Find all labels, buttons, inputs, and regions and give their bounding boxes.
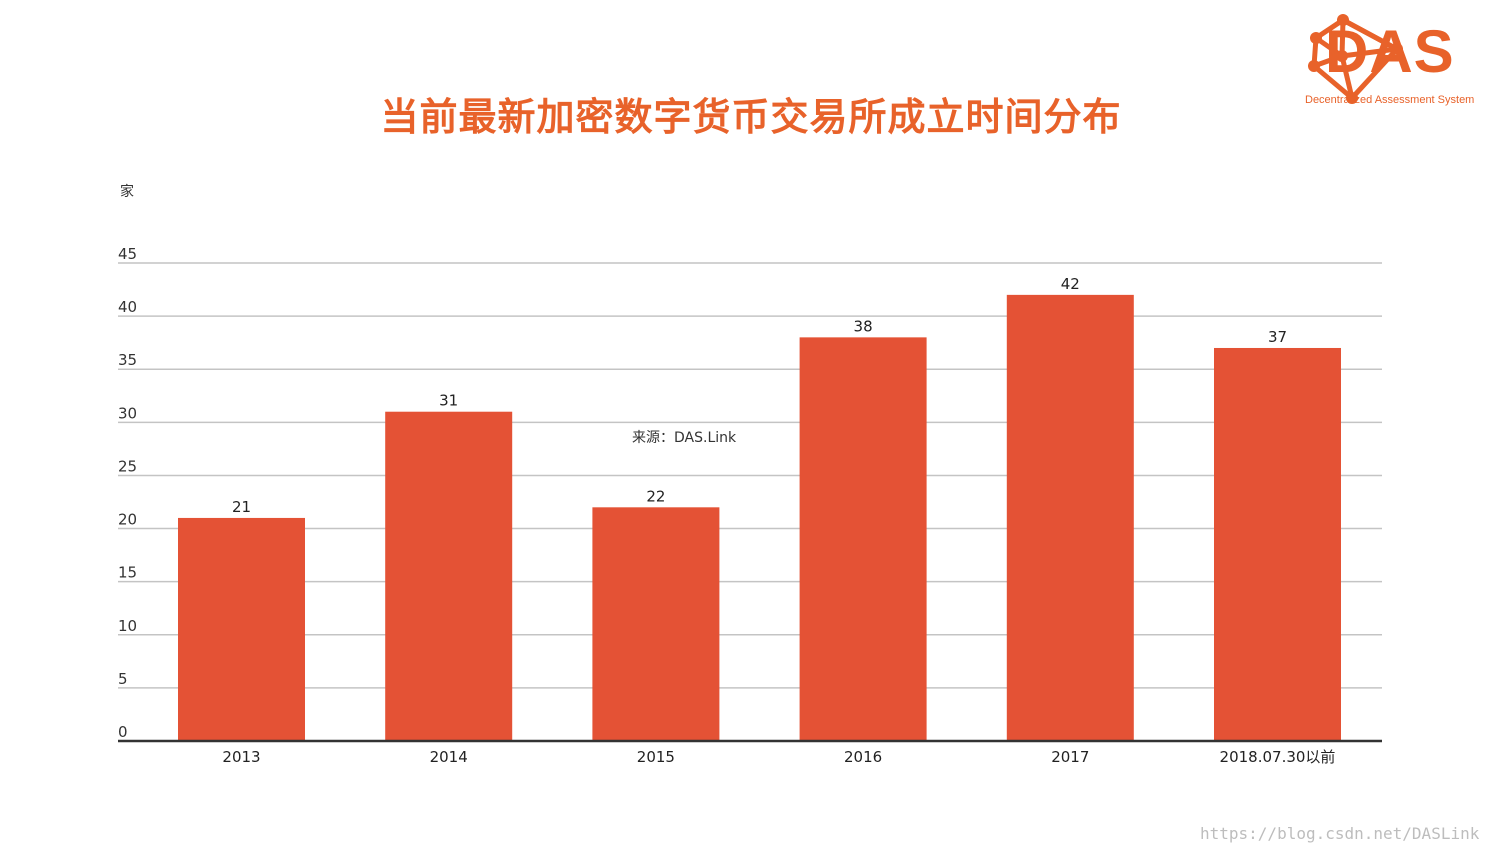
y-tick-label: 40 (118, 298, 137, 316)
watermark: https://blog.csdn.net/DASLink (1200, 824, 1480, 843)
data-label: 22 (646, 487, 665, 505)
bar (385, 411, 513, 741)
data-label: 42 (1061, 275, 1080, 293)
y-tick-label: 0 (118, 723, 128, 741)
bar (799, 337, 927, 741)
logo-subtitle: Decentralized Assessment System (1305, 94, 1475, 106)
y-tick-label: 45 (118, 245, 137, 263)
x-tick-label: 2018.07.30以前 (1220, 748, 1336, 766)
chart-title: 当前最新加密数字货币交易所成立时间分布 (380, 95, 1122, 139)
y-axis-unit-label: 家 (120, 184, 134, 200)
data-label: 21 (232, 498, 251, 516)
bar (1214, 347, 1341, 741)
bar (1006, 294, 1134, 741)
data-label: 37 (1268, 328, 1287, 346)
y-tick-label: 25 (118, 457, 137, 475)
x-tick-label: 2013 (222, 748, 260, 766)
x-tick-label: 2016 (844, 748, 882, 766)
x-tick-label: 2015 (637, 748, 675, 766)
y-tick-label: 10 (118, 617, 137, 635)
x-tick-label: 2017 (1051, 748, 1089, 766)
y-tick-label: 35 (118, 351, 137, 369)
bar (178, 517, 305, 741)
y-tick-label: 30 (118, 404, 137, 422)
x-tick-label: 2014 (430, 748, 468, 766)
data-label: 38 (854, 317, 873, 335)
y-tick-label: 5 (118, 670, 128, 688)
y-tick-label: 15 (118, 564, 137, 582)
bar (592, 507, 720, 741)
source-note: 来源：DAS.Link (632, 430, 737, 446)
network-hexagon-icon (1308, 14, 1403, 104)
y-tick-label: 20 (118, 511, 137, 529)
data-label: 31 (439, 392, 458, 410)
logo-wordmark: DAS (1325, 18, 1455, 85)
